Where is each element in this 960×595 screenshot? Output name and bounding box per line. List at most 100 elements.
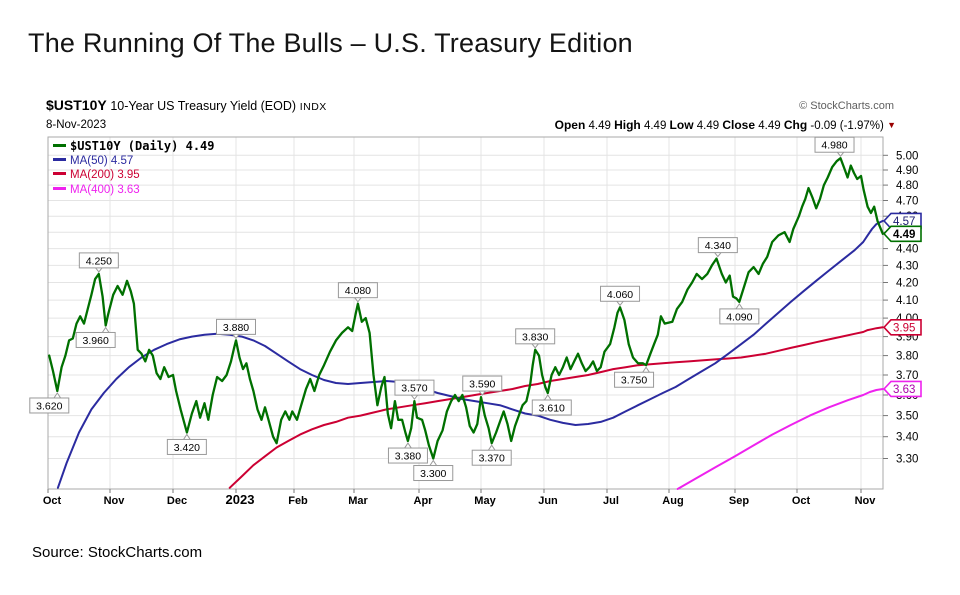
- x-month-label: Jun: [538, 495, 558, 507]
- price-tag-label: 3.63: [893, 384, 915, 396]
- x-month-label: Sep: [729, 495, 749, 507]
- annotation-label: 4.980: [821, 140, 847, 152]
- price-chart: 5.004.904.804.704.604.504.404.304.204.10…: [29, 97, 922, 507]
- high-label: High: [614, 118, 641, 132]
- annotation-box: [531, 399, 572, 416]
- ticker-symbol: $UST10Y: [46, 97, 107, 113]
- annotation-box: [78, 252, 119, 269]
- annotation-label: 3.620: [36, 400, 62, 412]
- annotation-box: [471, 449, 512, 466]
- annotation-box: [614, 371, 655, 388]
- annotation-box: [413, 465, 454, 482]
- legend-item-ma50: MA(50) 4.57: [53, 154, 215, 169]
- y-tick-label: 5.00: [896, 150, 918, 162]
- chg-value: -0.09 (-1.97%): [810, 120, 884, 132]
- ticker-name: 10-Year US Treasury Yield (EOD): [110, 99, 297, 113]
- annotation-box: [29, 397, 70, 414]
- price-tag: [882, 225, 922, 243]
- ohlc-row: Open 4.49 High 4.49 Low 4.49 Close 4.49 …: [555, 118, 896, 132]
- y-tick-label: 3.80: [896, 351, 918, 363]
- y-tick-label: 4.40: [896, 244, 918, 256]
- y-tick-label: 3.70: [896, 370, 918, 382]
- annotation-label: 3.570: [401, 383, 427, 395]
- y-tick-label: 3.30: [896, 454, 918, 466]
- annotation-box: [337, 282, 378, 299]
- y-tick-label: 3.40: [896, 432, 918, 444]
- x-month-label: Mar: [348, 495, 368, 507]
- annotation-label: 3.380: [395, 451, 421, 463]
- low-label: Low: [669, 118, 694, 132]
- y-tick-label: 4.20: [896, 278, 918, 290]
- x-month-label: 2023: [226, 492, 255, 507]
- chart-canvas: 5.004.904.804.704.604.504.404.304.204.10…: [29, 136, 922, 507]
- price-tag-label: 4.57: [893, 216, 915, 228]
- low-value: 4.49: [696, 120, 720, 132]
- page-title: The Running Of The Bulls – U.S. Treasury…: [28, 28, 633, 58]
- x-month-label: May: [474, 495, 496, 507]
- annotation-box: [600, 285, 641, 302]
- annotation-box: [75, 331, 116, 348]
- annotation-box: [387, 447, 428, 464]
- y-tick-label: 4.80: [896, 180, 918, 192]
- x-month-label: Nov: [104, 495, 126, 507]
- annotation-box: [719, 308, 760, 325]
- legend-item-ma400: MA(400) 3.63: [53, 183, 215, 198]
- chart-header: $UST10Y 10-Year US Treasury Yield (EOD) …: [46, 97, 327, 113]
- series-ust10y: [48, 157, 884, 460]
- annotation-box: [814, 136, 855, 153]
- x-month-label: Oct: [43, 495, 62, 507]
- x-month-label: Jul: [603, 495, 619, 507]
- y-tick-label: 3.50: [896, 411, 918, 423]
- annotation-box: [515, 328, 556, 345]
- annotation-box: [216, 318, 256, 335]
- ma50-line-swatch: [53, 157, 66, 161]
- down-arrow-icon: ▼: [887, 120, 896, 130]
- legend-item-price: $UST10Y (Daily) 4.49: [53, 139, 215, 154]
- series-ma200: [228, 326, 884, 489]
- annotation-label: 3.370: [479, 453, 505, 465]
- chart-legend: $UST10Y (Daily) 4.49 MA(50) 4.57 MA(200)…: [53, 139, 215, 197]
- price-tag: [882, 319, 922, 336]
- close-label: Close: [722, 118, 756, 132]
- price-tag: [882, 380, 922, 398]
- x-month-label: Apr: [414, 495, 434, 507]
- price-tag-label: 3.95: [893, 322, 915, 334]
- x-month-label: Oct: [792, 495, 811, 507]
- price-line-swatch: [53, 144, 66, 147]
- annotation-box: [394, 379, 435, 396]
- annotation-label: 4.080: [345, 285, 371, 297]
- source-caption: Source: StockCharts.com: [32, 544, 203, 561]
- y-tick-label: 4.30: [896, 260, 918, 272]
- copyright-note: © StockCharts.com: [799, 100, 894, 112]
- annotation-label: 3.590: [469, 379, 495, 391]
- annotation-label: 3.880: [223, 322, 249, 334]
- annotation-label: 4.060: [607, 289, 633, 301]
- annotation-box: [697, 237, 738, 254]
- annotation-label: 3.750: [621, 375, 647, 387]
- quote-date: 8-Nov-2023: [46, 119, 107, 131]
- annotation-label: 3.830: [522, 331, 548, 343]
- chg-label: Chg: [783, 118, 808, 132]
- annotation-label: 3.420: [174, 442, 200, 454]
- annotation-label: 3.300: [420, 468, 446, 480]
- annotation-label: 3.610: [539, 403, 565, 415]
- price-tag-label: 4.49: [893, 229, 915, 241]
- high-value: 4.49: [643, 120, 667, 132]
- y-tick-label: 4.70: [896, 196, 918, 208]
- open-label: Open: [554, 118, 586, 132]
- plot-border: [47, 136, 884, 490]
- annotation-box: [166, 438, 207, 455]
- ticker-exchange: INDX: [299, 101, 327, 113]
- annotation-label: 4.090: [726, 311, 752, 323]
- open-value: 4.49: [588, 120, 611, 132]
- ma400-line-swatch: [53, 186, 66, 190]
- x-month-label: Feb: [288, 495, 308, 507]
- x-month-label: Aug: [662, 495, 683, 507]
- ma200-line-swatch: [53, 172, 66, 175]
- annotation-label: 4.250: [86, 255, 112, 267]
- x-month-label: Nov: [855, 495, 877, 507]
- y-tick-label: 4.90: [896, 165, 918, 177]
- close-value: 4.49: [758, 120, 781, 132]
- annotation-label: 4.340: [705, 240, 731, 252]
- legend-item-ma200: MA(200) 3.95: [53, 168, 215, 183]
